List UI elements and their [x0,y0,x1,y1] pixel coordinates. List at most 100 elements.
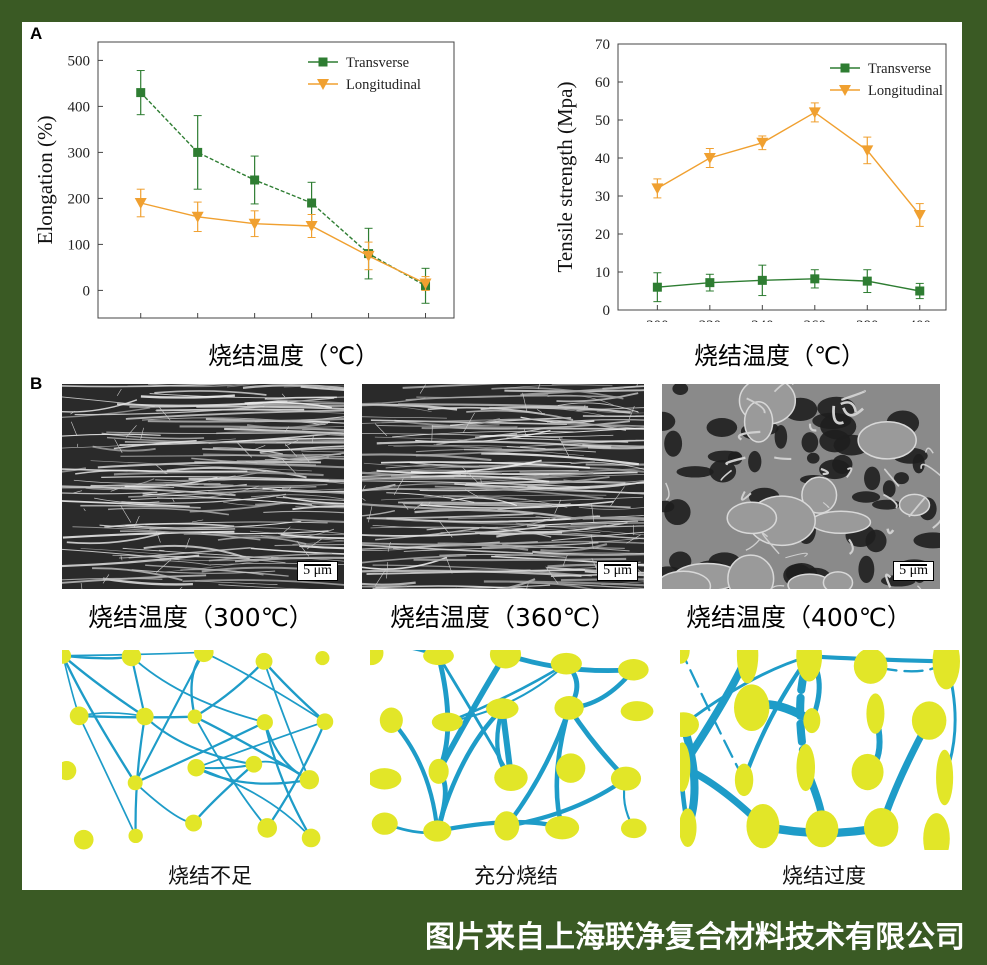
data-point [808,107,821,119]
sem-caption-300: 烧结温度（300℃） [88,603,314,632]
x-tick-label: 400 [909,318,932,322]
sem-fiber [300,385,344,392]
x-tick-label: 360 [804,318,827,322]
sem-fiber [924,447,934,454]
sem-cross-fiber [253,445,266,451]
node [803,708,821,734]
sem-cross-fiber [374,423,388,437]
node [486,698,519,719]
sem-cross-fiber [367,506,373,523]
sem-cross-fiber [537,384,541,390]
node [911,701,947,740]
sem-cross-fiber [280,526,291,536]
data-point [193,147,203,157]
fiber [193,715,269,829]
sem-pore [662,500,675,513]
sem-fiber [247,403,344,408]
sem-cross-fiber [70,410,76,415]
node [556,753,586,783]
sem-fiber [74,405,265,416]
y-tick-label: 50 [595,113,610,129]
sem-fiber [196,405,344,410]
sem-fiber [216,431,344,437]
sem-cross-fiber [281,393,286,398]
sem-fiber [62,396,155,407]
sem-fiber [832,405,844,425]
sem-cross-fiber [83,508,86,512]
sem-fiber [362,419,501,424]
sem-fiber [362,483,396,492]
sem-fiber [491,555,644,566]
sem-fiber [520,416,595,424]
sem-node [810,510,872,535]
sem-pore [664,430,683,457]
fiber [62,654,147,718]
sem-fiber [587,446,644,450]
sem-fiber [551,531,644,541]
sem-fiber [362,474,549,480]
x-tick-label: 300 [646,318,669,322]
node [610,766,642,791]
sem-node [727,554,775,589]
sem-fiber [92,445,156,452]
sem-fiber [543,515,644,521]
sem-fiber [259,445,344,453]
node [370,650,384,666]
scale-bar: 5 μm [297,561,338,581]
node [423,650,454,666]
y-axis-label: Elongation (%) [33,116,57,245]
data-point [362,250,375,262]
sem-fiber [362,525,546,537]
sem-fiber [570,462,644,470]
sem-cross-fiber [133,515,140,529]
sem-fiber [602,385,644,390]
data-point [248,218,261,230]
plot-frame [617,43,947,311]
sem-fiber [381,461,590,469]
fiber [130,655,266,724]
node [936,749,954,806]
sem-fiber [840,401,857,413]
sem-cross-fiber [362,485,366,491]
sem-caption-400: 烧结温度（400℃） [686,603,912,632]
sem-fiber [737,430,761,441]
sem-fiber [436,433,518,446]
sem-fiber [362,540,538,546]
panel-label-b: B [30,374,43,393]
sem-cross-fiber [393,478,404,496]
sem-cross-fiber [558,437,570,457]
sem-fiber [761,532,780,555]
sem-fiber [129,397,335,408]
node [194,650,214,663]
sem-fiber [271,556,344,562]
sem-fiber [266,398,344,404]
sem-fiber [182,579,344,586]
sem-fiber [143,544,250,560]
node [136,707,154,726]
y-tick-label: 500 [68,53,91,69]
node [256,714,273,731]
sem-fiber [159,557,253,562]
sem-fiber [97,460,322,469]
y-tick-label: 60 [595,75,610,91]
sem-fiber [142,486,317,496]
sem-fiber [496,530,563,538]
sem-fiber [260,453,344,458]
sem-fiber [362,581,416,586]
sem-cross-fiber [522,392,528,413]
node [121,650,142,667]
node [796,650,823,682]
sem-fiber [846,467,853,478]
fiber [202,651,326,723]
fiber [263,721,313,840]
sem-cross-fiber [185,537,190,549]
y-tick-label: 10 [595,265,610,281]
sem-fiber [546,422,644,427]
fiber [263,660,311,781]
node [316,713,334,730]
node [620,818,647,839]
node [853,650,888,684]
sem-fiber [479,427,546,437]
sem-cross-fiber [562,554,568,567]
sem-fiber [362,503,506,513]
